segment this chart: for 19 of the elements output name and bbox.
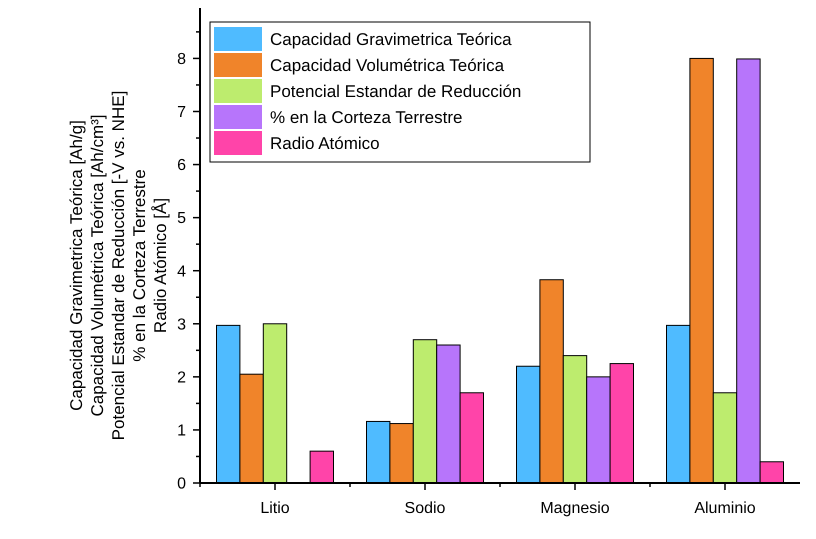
legend-label: Potencial Estandar de Reducción: [270, 82, 522, 101]
x-tick-label: Aluminio: [694, 500, 756, 517]
legend-label: % en la Corteza Terrestre: [270, 108, 462, 127]
legend-label: Radio Atómico: [270, 134, 380, 153]
legend-label: Capacidad Gravimetrica Teórica: [270, 30, 512, 49]
y-tick-label: 4: [177, 263, 186, 280]
y-tick-label: 6: [177, 157, 186, 174]
y-tick-label: 7: [177, 104, 186, 122]
y-axis-title: Capacidad Gravimetrica Teórica [Ah/g] Capacidad Volumétrica Teórica [Ah/cm³] Potencial Estandar de Reducción [-V vs. NHE] % en la Corteza Terrestre Radio Atómico [Å]: [67, 90, 170, 440]
y-tick-label: 5: [177, 210, 186, 228]
y-tick-label: 2: [177, 369, 186, 386]
y-tick-label: 8: [177, 51, 186, 68]
y-tick-label: 1: [177, 422, 186, 440]
y-tick-label: 3: [177, 316, 186, 334]
y-tick-label: 0: [177, 476, 186, 493]
legend-label: Capacidad Volumétrica Teórica: [270, 56, 505, 75]
x-tick-label: Litio: [260, 500, 290, 517]
x-tick-label: Magnesio: [540, 500, 610, 517]
x-tick-label: Sodio: [404, 500, 446, 517]
